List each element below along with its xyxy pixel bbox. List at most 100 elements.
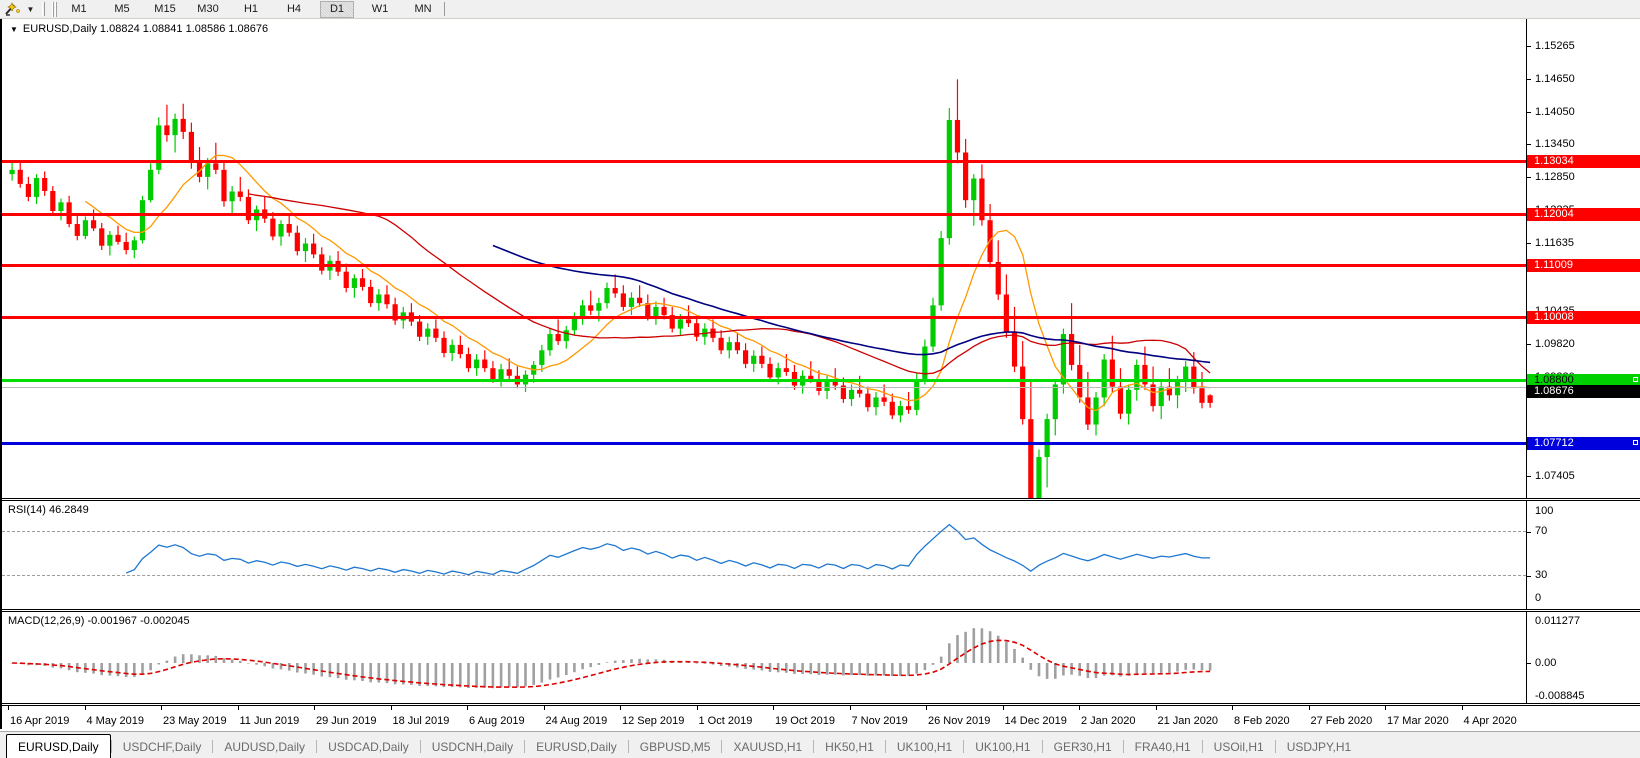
price-tag-resistance[interactable]: 1.13034 xyxy=(1527,155,1640,168)
chart-tab-usoil-h1[interactable]: USOil,H1 xyxy=(1213,740,1264,754)
timeframe-button-w1[interactable]: W1 xyxy=(371,3,389,15)
time-axis-tick xyxy=(314,706,315,710)
timeframe-button-m1[interactable]: M1 xyxy=(71,3,87,15)
time-axis-tick xyxy=(1385,706,1386,710)
rsi-pane[interactable]: RSI(14) 46.2849 100 70 30 0 xyxy=(2,500,1640,610)
macd-histogram-plot xyxy=(10,628,1212,689)
toolbar-end-separator xyxy=(444,2,445,16)
time-axis-tick xyxy=(1002,706,1004,710)
chart-tab-xauusd-h1[interactable]: XAUUSD,H1 xyxy=(733,740,803,754)
rsi-indicator-label: RSI(14) 46.2849 xyxy=(8,504,89,516)
tab-separator xyxy=(1041,740,1043,753)
chart-tab-bar[interactable]: EURUSD,Daily USDCHF,Daily AUDUSD,Daily USDC… xyxy=(0,731,1640,758)
tab-separator xyxy=(212,740,214,753)
price-scale[interactable]: 1.15265 1.14650 1.14050 1.13450 1.12850 … xyxy=(1526,19,1640,498)
price-tag-support[interactable]: 1.07712 xyxy=(1527,437,1640,450)
timeframe-button-m15[interactable]: M15 xyxy=(154,3,176,15)
time-axis-tick xyxy=(8,706,9,710)
time-axis-label: 7 Nov 2019 xyxy=(851,715,908,727)
support-line-1-07712[interactable] xyxy=(2,442,1526,445)
candlestick-plot xyxy=(9,79,1213,498)
current-price-line-1-08800[interactable] xyxy=(2,379,1526,382)
tab-separator xyxy=(963,740,965,753)
time-axis-tick xyxy=(161,706,162,710)
price-tick-label: 1.14050 xyxy=(1535,106,1575,118)
chart-tab-audusd-daily[interactable]: AUDUSD,Daily xyxy=(224,740,306,754)
time-axis-label: 4 May 2019 xyxy=(86,715,144,727)
chart-tab-usdcnh-daily[interactable]: USDCNH,Daily xyxy=(431,740,514,754)
resistance-line-1-11009[interactable] xyxy=(2,264,1526,267)
rsi-plot-area[interactable] xyxy=(2,501,1526,609)
chart-tab-usdjpy-h1[interactable]: USDJPY,H1 xyxy=(1286,740,1352,754)
support-drag-handle[interactable] xyxy=(1633,440,1638,445)
symbol-quote-text: EURUSD,Daily 1.08824 1.08841 1.08586 1.0… xyxy=(22,23,269,35)
price-tag-bid: 1.08676 xyxy=(1527,385,1640,398)
chart-tab-uk100-h1[interactable]: UK100,H1 xyxy=(896,740,953,754)
bid-price-line xyxy=(2,387,1526,388)
macd-scale[interactable]: 0.011277 0.00 -0.008845 xyxy=(1526,612,1640,703)
chart-tab-hk50-h1[interactable]: HK50,H1 xyxy=(825,740,874,754)
macd-plot-area[interactable] xyxy=(2,612,1526,703)
rsi-tick-label: 100 xyxy=(1535,505,1554,517)
chart-tab-ger30-h1[interactable]: GER30,H1 xyxy=(1053,740,1112,754)
timeframe-button-h1[interactable]: H1 xyxy=(243,3,259,15)
time-axis-label: 29 Jun 2019 xyxy=(316,715,377,727)
price-tag-resistance[interactable]: 1.10008 xyxy=(1527,311,1640,324)
price-tick-label: 1.13450 xyxy=(1535,138,1575,150)
chart-tab-usdchf-daily[interactable]: USDCHF,Daily xyxy=(122,740,202,754)
time-axis-tick xyxy=(237,706,239,710)
time-axis-label: 26 Nov 2019 xyxy=(928,715,991,727)
time-axis-label: 14 Dec 2019 xyxy=(1004,715,1067,727)
macd-pane[interactable]: MACD(12,26,9) -0.001967 -0.002045 0.0112… xyxy=(2,611,1640,704)
price-tag-resistance[interactable]: 1.11009 xyxy=(1527,259,1640,272)
tab-separator xyxy=(1274,740,1276,753)
chevron-down-icon[interactable]: ▼ xyxy=(26,4,35,14)
macd-tick-label: 0.011277 xyxy=(1535,615,1581,627)
time-axis-tick xyxy=(926,706,927,710)
timeframe-button-mn[interactable]: MN xyxy=(414,3,432,15)
rsi-scale[interactable]: 100 70 30 0 xyxy=(1526,501,1640,609)
timeframe-button-m30[interactable]: M30 xyxy=(197,3,219,15)
toolbar-grip-handle[interactable] xyxy=(52,1,58,17)
time-axis-label: 16 Apr 2019 xyxy=(10,715,70,727)
time-axis-tick xyxy=(849,706,851,710)
price-tick-label: 1.09820 xyxy=(1535,338,1575,350)
rsi-level-30-line xyxy=(2,575,1526,576)
tab-separator xyxy=(316,740,318,753)
chart-tab-gbpusd-m5[interactable]: GBPUSD,M5 xyxy=(639,740,711,754)
timeframe-button-d1[interactable]: D1 xyxy=(320,0,354,18)
time-axis-label: 12 Sep 2019 xyxy=(622,715,685,727)
symbol-quote-header: ▼ EURUSD,Daily 1.08824 1.08841 1.08586 1… xyxy=(10,23,268,35)
resistance-line-1-10008[interactable] xyxy=(2,316,1526,319)
price-pane[interactable]: ▼ EURUSD,Daily 1.08824 1.08841 1.08586 1… xyxy=(2,19,1640,499)
tab-separator xyxy=(419,740,421,753)
cursor-crosshair-icon[interactable] xyxy=(2,1,24,18)
resistance-line-1-12004[interactable] xyxy=(2,213,1526,216)
current-price-drag-handle[interactable] xyxy=(1633,377,1638,382)
time-axis[interactable]: 16 Apr 2019 4 May 2019 23 May 2019 11 Jun 2… xyxy=(2,705,1640,729)
rsi-tick-label: 70 xyxy=(1535,525,1548,537)
chart-tab-eurusd-daily[interactable]: EURUSD,Daily xyxy=(6,734,111,758)
chart-tab-usdcad-daily[interactable]: USDCAD,Daily xyxy=(328,740,409,754)
toolbar-empty-space xyxy=(445,1,1640,18)
tab-separator xyxy=(721,740,723,753)
tab-separator xyxy=(627,740,629,753)
tab-separator xyxy=(813,740,815,753)
chart-tab-eurusd-daily[interactable]: EURUSD,Daily xyxy=(536,740,617,754)
time-axis-label: 19 Oct 2019 xyxy=(775,715,835,727)
pane-collapse-icon[interactable]: ▼ xyxy=(10,24,18,34)
timeframe-button-m5[interactable]: M5 xyxy=(114,3,130,15)
resistance-line-1-13034[interactable] xyxy=(2,160,1526,163)
price-tag-current[interactable]: 1.08800 xyxy=(1527,374,1640,387)
price-plot-area[interactable] xyxy=(2,19,1526,498)
time-axis-label: 11 Jun 2019 xyxy=(239,715,300,727)
price-tick-label: 1.12850 xyxy=(1535,171,1575,183)
macd-indicator-label: MACD(12,26,9) -0.001967 -0.002045 xyxy=(8,615,190,627)
tab-separator xyxy=(1122,740,1124,753)
price-tag-resistance[interactable]: 1.12004 xyxy=(1527,208,1640,221)
time-axis-label: 1 Oct 2019 xyxy=(698,715,753,727)
chart-tab-uk100-h1[interactable]: UK100,H1 xyxy=(975,740,1031,754)
chart-tab-fra40-h1[interactable]: FRA40,H1 xyxy=(1134,740,1191,754)
chart-canvas-area[interactable]: ▼ EURUSD,Daily 1.08824 1.08841 1.08586 1… xyxy=(0,19,1640,729)
timeframe-button-h4[interactable]: H4 xyxy=(286,3,302,15)
